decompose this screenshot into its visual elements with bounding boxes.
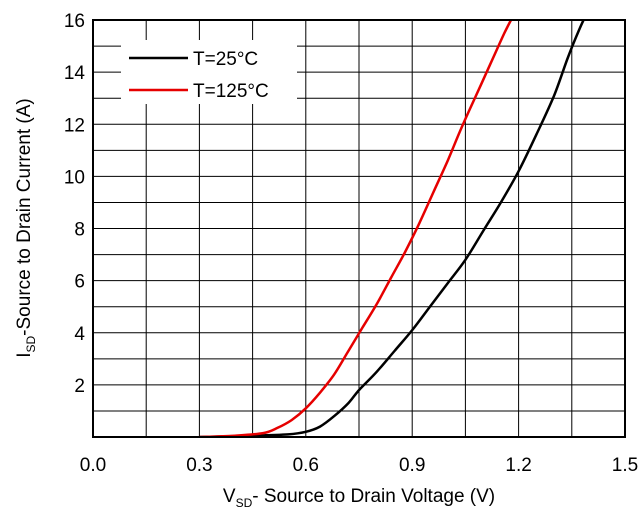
series-line-0 bbox=[199, 20, 585, 437]
legend-label-1: T=125°C bbox=[193, 81, 269, 102]
y-axis-label-rest: -Source to Drain Current (A) bbox=[14, 98, 35, 336]
x-tick-label: 1.5 bbox=[612, 455, 638, 476]
x-tick-label: 1.2 bbox=[505, 455, 531, 476]
y-tick-label: 10 bbox=[64, 167, 85, 188]
y-axis-label-sub: SD bbox=[24, 335, 38, 352]
x-tick-label: 0.6 bbox=[293, 455, 319, 476]
x-tick-label: 0.3 bbox=[186, 455, 212, 476]
x-tick-label: 0.9 bbox=[399, 455, 425, 476]
x-tick-label: 0.0 bbox=[80, 455, 106, 476]
legend: T=25°C T=125°C bbox=[121, 40, 297, 104]
legend-label-0: T=25°C bbox=[193, 49, 258, 70]
x-axis-label: VSD- Source to Drain Voltage (V) bbox=[223, 486, 495, 510]
y-tick-label: 6 bbox=[74, 272, 85, 293]
y-axis-label-main: I bbox=[14, 352, 35, 357]
tick-labels: 0.0 0.3 0.6 0.9 1.2 1.5 2 4 6 8 10 12 14 16 bbox=[64, 11, 638, 476]
y-tick-label: 12 bbox=[64, 115, 85, 136]
y-axis-label: ISD-Source to Drain Current (A) bbox=[14, 98, 38, 358]
y-tick-label: 4 bbox=[74, 324, 85, 345]
y-tick-label: 14 bbox=[64, 63, 86, 84]
x-axis-label-main: V bbox=[223, 486, 236, 507]
series-group bbox=[199, 20, 585, 437]
series-line-1 bbox=[199, 20, 513, 437]
plot-frame bbox=[92, 19, 626, 438]
y-tick-label: 8 bbox=[74, 220, 85, 241]
legend-box bbox=[121, 40, 297, 104]
x-axis-label-rest: - Source to Drain Voltage (V) bbox=[252, 486, 495, 507]
x-axis-label-sub: SD bbox=[236, 496, 253, 510]
y-tick-label: 2 bbox=[74, 376, 85, 397]
y-tick-label: 16 bbox=[64, 11, 85, 32]
